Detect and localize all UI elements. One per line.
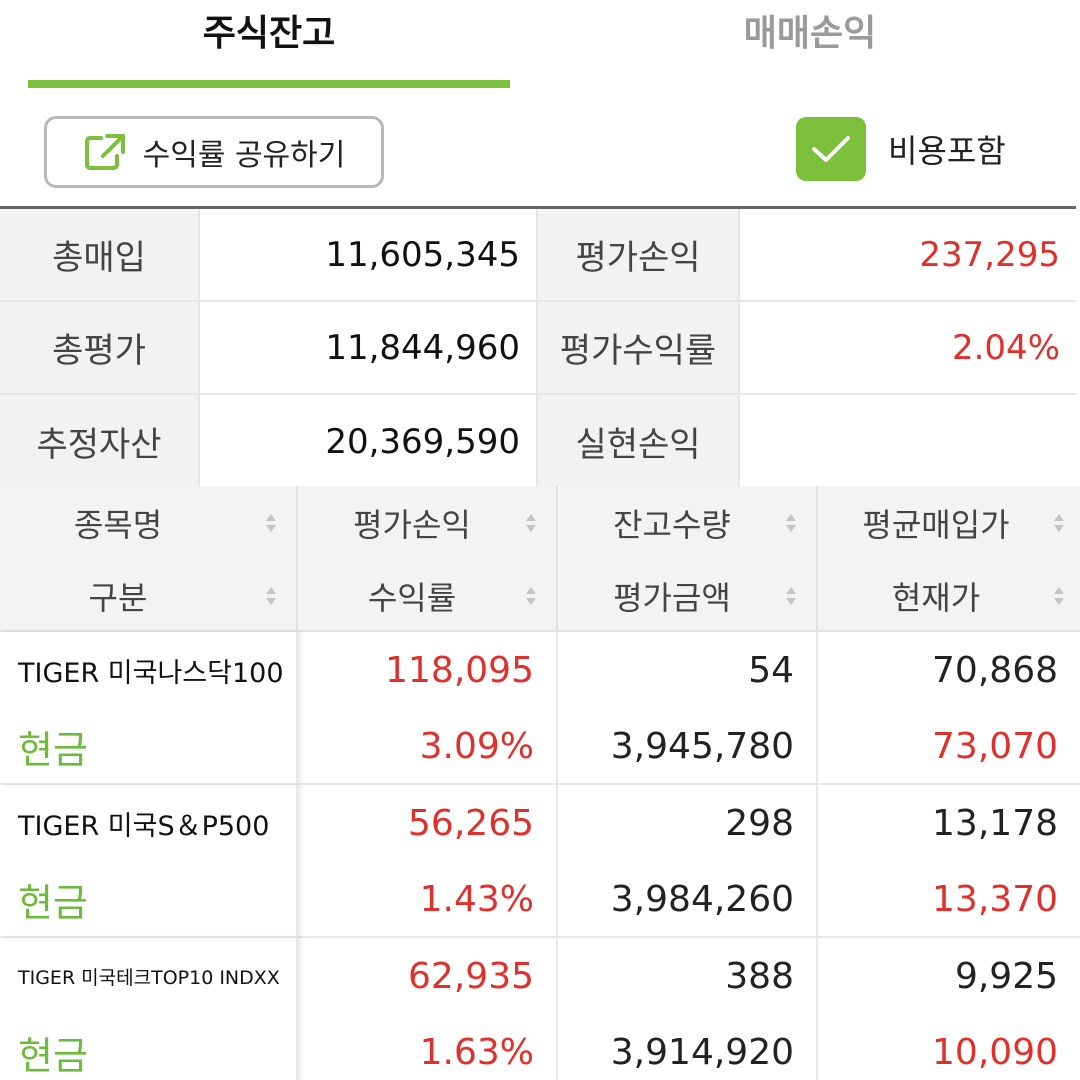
holding-return: 3.09%: [419, 725, 534, 767]
sort-by-pnl[interactable]: 평가손익: [298, 486, 556, 559]
holding-pnl-cell: 56,265 1.43%: [298, 785, 558, 938]
holding-category: 현금: [18, 880, 88, 925]
header-col-pnl: 평가손익 수익률: [298, 486, 558, 632]
est-assets-label: 추정자산: [0, 395, 200, 488]
holding-price-cell: 70,868 73,070: [818, 632, 1080, 785]
holding-return: 1.43%: [419, 878, 534, 920]
tab-trade-pnl[interactable]: 매매손익: [743, 13, 877, 54]
holding-current-price: 73,070: [932, 725, 1058, 767]
eval-return-label: 평가수익률: [538, 302, 740, 393]
header-col-name: 종목명 구분: [0, 486, 298, 632]
summary-row: 총평가 11,844,960 평가수익률 2.04%: [0, 302, 1076, 395]
realized-pnl-label: 실현손익: [538, 395, 740, 488]
header-label: 평가금액: [613, 578, 731, 617]
sort-updown-icon: [786, 586, 796, 605]
eval-pnl-value: 237,295: [919, 234, 1060, 275]
external-share-icon: [83, 132, 127, 172]
holding-price-cell: 13,178 13,370: [818, 785, 1080, 938]
sort-by-return[interactable]: 수익률: [298, 559, 556, 632]
holding-qty-cell: 388 3,914,920: [558, 938, 818, 1080]
header-label: 구분: [88, 578, 148, 617]
account-summary-table: 총매입 11,605,345 평가손익 237,295 총평가 11,844,9…: [0, 206, 1076, 488]
sort-updown-icon: [266, 513, 276, 532]
holdings-list: TIGER 미국나스닥100 현금 118,095 3.09% 54 3,945…: [0, 632, 1080, 1080]
holding-current-price: 13,370: [932, 878, 1058, 920]
total-purchase-value: 11,605,345: [200, 209, 538, 300]
holding-quantity: 54: [748, 649, 794, 691]
header-label: 현재가: [891, 578, 981, 617]
header-label: 종목명: [73, 505, 163, 544]
holding-pnl: 118,095: [385, 649, 534, 691]
holding-avg-price: 13,178: [932, 802, 1058, 844]
holding-price-cell: 9,925 10,090: [818, 938, 1080, 1080]
holdings-header: 종목명 구분 평가손익 수익률 잔고수량 평가금액 평균매입가: [0, 486, 1080, 632]
sort-updown-icon: [786, 513, 796, 532]
holding-return: 1.63%: [419, 1031, 534, 1073]
tab-bar: 주식잔고 매매손익: [0, 0, 1080, 90]
stock-name: TIGER 미국테크TOP10 INDXX: [18, 966, 280, 989]
holding-category: 현금: [18, 727, 88, 772]
total-eval-value: 11,844,960: [200, 302, 538, 393]
holding-current-price: 10,090: [932, 1031, 1058, 1073]
holding-row[interactable]: TIGER 미국나스닥100 현금 118,095 3.09% 54 3,945…: [0, 632, 1080, 785]
holding-pnl: 62,935: [408, 955, 534, 997]
sort-by-current-price[interactable]: 현재가: [818, 559, 1080, 632]
eval-pnl-label: 평가손익: [538, 209, 740, 300]
sort-updown-icon: [266, 586, 276, 605]
holding-pnl-cell: 118,095 3.09%: [298, 632, 558, 785]
share-button-label: 수익률 공유하기: [142, 138, 346, 173]
holding-name-cell: TIGER 미국테크TOP10 INDXX 현금: [0, 938, 298, 1080]
holding-avg-price: 70,868: [932, 649, 1058, 691]
header-label: 평가손익: [353, 505, 471, 544]
eval-return-value: 2.04%: [951, 327, 1060, 368]
sort-updown-icon: [526, 513, 536, 532]
summary-row: 총매입 11,605,345 평가손익 237,295: [0, 209, 1076, 302]
est-assets-value: 20,369,590: [200, 395, 538, 488]
holding-category: 현금: [18, 1033, 88, 1078]
sort-by-category[interactable]: 구분: [0, 559, 296, 632]
holding-quantity: 298: [725, 802, 794, 844]
stock-name: TIGER 미국나스닥100: [18, 657, 284, 689]
holding-eval-amount: 3,914,920: [610, 1031, 794, 1073]
holding-name-cell: TIGER 미국S＆P500 현금: [0, 785, 298, 938]
header-label: 평균매입가: [862, 505, 1010, 544]
checkmark-icon: [812, 136, 850, 162]
holding-avg-price: 9,925: [954, 955, 1058, 997]
sort-updown-icon: [526, 586, 536, 605]
holding-pnl: 56,265: [408, 802, 534, 844]
sort-by-stock-name[interactable]: 종목명: [0, 486, 296, 559]
sort-updown-icon: [1054, 513, 1064, 532]
holding-row[interactable]: TIGER 미국테크TOP10 INDXX 현금 62,935 1.63% 38…: [0, 938, 1080, 1080]
stock-name: TIGER 미국S＆P500: [18, 810, 270, 842]
header-label: 잔고수량: [613, 505, 731, 544]
header-col-price: 평균매입가 현재가: [818, 486, 1080, 632]
sort-updown-icon: [1054, 586, 1064, 605]
header-label: 수익률: [367, 578, 457, 617]
realized-pnl-value: [740, 395, 1076, 488]
holding-name-cell: TIGER 미국나스닥100 현금: [0, 632, 298, 785]
holding-qty-cell: 298 3,984,260: [558, 785, 818, 938]
include-costs-checkbox[interactable]: [796, 117, 866, 181]
holding-row[interactable]: TIGER 미국S＆P500 현금 56,265 1.43% 298 3,984…: [0, 785, 1080, 938]
total-purchase-label: 총매입: [0, 209, 200, 300]
tab-stock-balance[interactable]: 주식잔고: [202, 13, 336, 54]
holding-qty-cell: 54 3,945,780: [558, 632, 818, 785]
holding-quantity: 388: [725, 955, 794, 997]
include-costs-toggle[interactable]: 비용포함: [796, 116, 1006, 182]
sort-by-quantity[interactable]: 잔고수량: [558, 486, 816, 559]
header-col-quantity: 잔고수량 평가금액: [558, 486, 818, 632]
share-return-button[interactable]: 수익률 공유하기: [44, 116, 384, 188]
holding-pnl-cell: 62,935 1.63%: [298, 938, 558, 1080]
summary-row: 추정자산 20,369,590 실현손익: [0, 395, 1076, 488]
holding-eval-amount: 3,945,780: [610, 725, 794, 767]
total-eval-label: 총평가: [0, 302, 200, 393]
holding-eval-amount: 3,984,260: [610, 878, 794, 920]
active-tab-indicator: [28, 80, 510, 88]
sort-by-eval-amount[interactable]: 평가금액: [558, 559, 816, 632]
include-costs-label: 비용포함: [888, 132, 1006, 170]
sort-by-avg-price[interactable]: 평균매입가: [818, 486, 1080, 559]
